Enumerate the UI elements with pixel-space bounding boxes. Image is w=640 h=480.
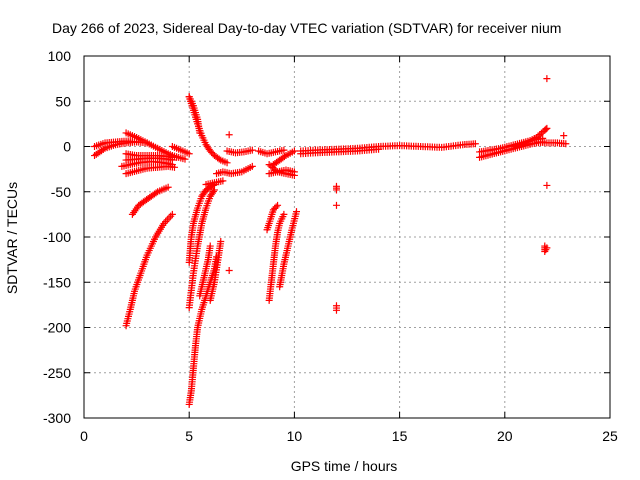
y-tick-label: -300 [43,410,71,426]
data-point [332,201,340,209]
data-point [223,159,231,167]
y-tick-label: -250 [43,365,71,381]
data-point [206,242,214,250]
data-point [332,186,340,194]
data-point [280,210,288,218]
data-point [225,266,233,274]
y-tick-label: 0 [63,139,71,155]
data-point [181,155,189,163]
y-tick-label: 50 [55,93,71,109]
data-point [543,244,551,252]
data-points [91,75,570,408]
x-tick-label: 25 [602,428,618,444]
data-point [542,125,550,133]
data-point [543,181,551,189]
data-point [167,212,175,220]
data-point [272,203,280,211]
y-tick-label: -200 [43,320,71,336]
data-point [196,129,204,137]
plot-frame [83,55,611,419]
grid [84,56,610,418]
data-point [217,238,225,246]
data-point [210,186,218,194]
data-point [168,210,176,218]
y-tick-label: -100 [43,229,71,245]
data-point [471,140,479,148]
data-point [248,162,256,170]
data-point [290,168,298,176]
data-point [543,124,551,132]
data-point [152,189,160,197]
chart-title: Day 266 of 2023, Sidereal Day-to-day VTE… [52,20,561,36]
data-point [248,146,256,154]
y-tick-label: -150 [43,274,71,290]
data-point [280,153,288,161]
x-axis-label: GPS time / hours [291,458,398,474]
axes: 0 5 10 15 20 25 100 50 0 -50 -100 -150 -200 -250 -300 [43,48,618,444]
x-tick-label: 5 [185,428,193,444]
data-point [542,246,550,254]
data-point [209,188,217,196]
y-axis-label: SDTVAR / TECUs [4,182,20,294]
data-point [225,131,233,139]
data-point [165,214,173,222]
data-point [375,145,383,153]
y-tick-label: 100 [48,48,72,64]
data-point [560,132,568,140]
data-point [280,146,288,154]
data-point [274,201,282,209]
data-point [543,75,551,83]
x-tick-label: 20 [497,428,513,444]
data-point [170,163,178,171]
data-point [164,183,172,191]
data-point [163,216,171,224]
data-point [215,155,223,163]
data-point [185,150,193,158]
data-point [293,208,301,216]
data-point [332,306,340,314]
data-point [290,147,298,155]
data-point [219,177,227,185]
y-tick-label: -50 [51,184,71,200]
x-tick-label: 15 [392,428,408,444]
data-point [562,140,570,148]
x-tick-label: 0 [80,428,88,444]
x-tick-label: 10 [287,428,303,444]
